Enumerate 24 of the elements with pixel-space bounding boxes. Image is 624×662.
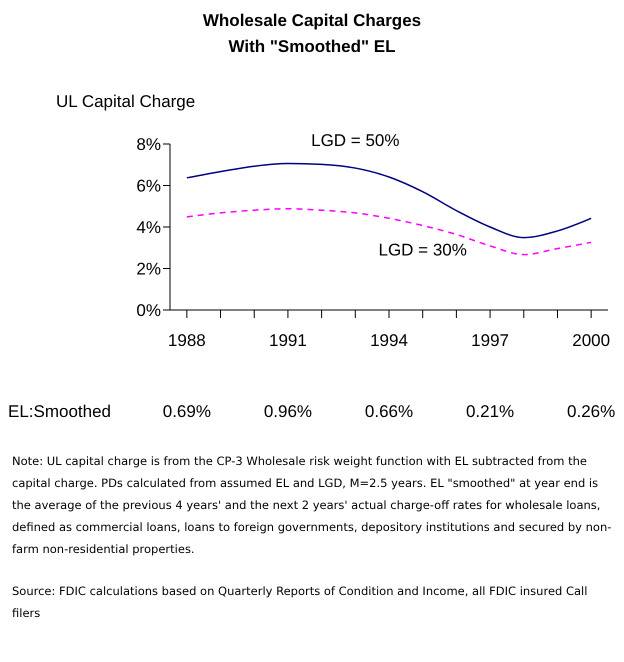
line-series [186, 208, 592, 256]
text: Note: UL capital charge is from the CP-3 Wholesale risk weight function with EL subtracted from the capital charge. PDs calculated from assumed EL and LGD, M=2.5 years. EL "smoothed" at year end is the average of the previous 4 years' and the next 2 years' actual charge-off rates for wholesale loans, defined as commercial loans, loans to foreign governments, depository institutions and secured by non-farm non-residential properties. [12, 453, 612, 558]
x-tick-label: 1997 [471, 331, 509, 350]
chart-title: Wholesale Capital Charges With "Smoothed" EL [202, 10, 422, 58]
x-tick-label: 1988 [168, 331, 206, 350]
series-label: LGD = 50% [311, 131, 400, 150]
series-label: LGD = 30% [378, 240, 467, 260]
source-note: Source: FDIC calculations based on Quarterly Reports of Condition and Income, all FDIC insured Call filers [12, 583, 588, 622]
y-axis-title: UL Capital Charge [56, 92, 196, 112]
line-series [186, 162, 592, 238]
y-tick-label: 8% [136, 135, 161, 154]
text: 0.21% [464, 402, 516, 422]
text: 0.96% [262, 402, 314, 422]
x-tick-label: 2000 [572, 331, 610, 350]
y-tick-label: 4% [136, 218, 161, 238]
y-tick-label: 6% [136, 176, 161, 196]
text: 0.69% [162, 402, 212, 422]
text: EL:Smoothed [8, 402, 112, 422]
x-tick-label: 1991 [269, 331, 307, 350]
y-tick-label: 0% [136, 301, 161, 320]
text: 0.26% [566, 402, 616, 422]
y-tick-label: 2% [136, 260, 161, 279]
x-tick-label: 1994 [370, 331, 408, 350]
text: 0.66% [364, 402, 414, 422]
